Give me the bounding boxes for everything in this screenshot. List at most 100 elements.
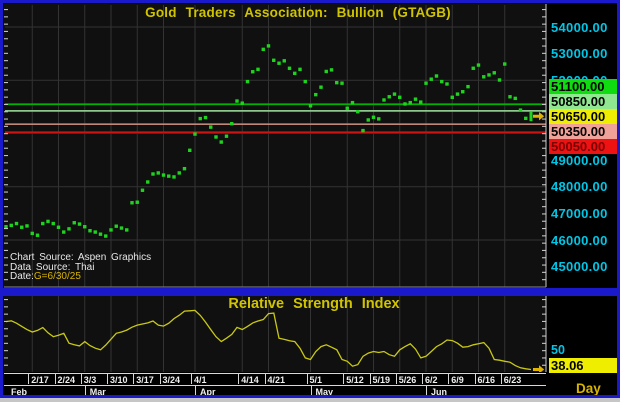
price-dot [25,224,29,228]
price-dot [114,224,118,228]
price-dot [277,61,281,65]
date-tick [264,373,266,384]
price-dot [303,79,307,84]
price-dot [524,116,528,121]
date-value: 6/30/25 [47,271,81,283]
date-tick [54,373,56,384]
price-dot [429,77,433,81]
price-dot [224,134,229,138]
date-tick [238,373,240,384]
price-dot [377,117,381,121]
last-value-arrow-icon [533,365,545,372]
date-tick [159,373,161,384]
price-dot [340,81,344,85]
month-label: Mar [89,386,106,397]
price-dot [387,95,391,99]
price-dot [503,62,507,66]
price-dot [497,78,502,82]
date-prefix: Date: [10,271,34,283]
rsi-line [5,309,532,371]
y-axis-label: 46000.00 [551,232,608,248]
price-dot [156,171,160,175]
month-tick [195,386,196,397]
month-label: May [315,386,334,397]
price-dot [135,200,139,204]
price-dot [167,174,171,178]
date-tick [28,373,30,384]
price-dot [83,225,87,229]
date-tick [133,373,135,384]
price-dot [366,118,370,122]
price-dot [35,233,40,237]
price-dot [14,221,19,226]
y-axis-label: 54000.00 [551,19,608,35]
price-dot [230,121,234,126]
source-info-block: Chart Source: Aspen Graphics Data Source… [10,253,151,282]
price-dot [319,85,323,89]
price-dot [356,109,360,114]
date-tick [395,373,397,384]
date-tick-label: 5/26 [398,374,417,385]
price-dot [371,115,376,119]
month-label: Apr [200,386,216,397]
price-dot [104,234,108,238]
date-tick-label: 6/16 [477,374,496,385]
price-dot [282,59,286,63]
rsi-level-50-label: 50 [551,343,565,357]
month-label: Jun [431,386,448,397]
cursor-readout: G= [33,271,48,283]
price-dot [308,104,313,108]
price-dot [382,98,386,102]
price-dot [361,128,365,133]
interval-label[interactable]: Day [576,381,601,396]
price-dot [62,230,66,234]
price-dot [151,172,155,176]
y-axis-label: 49000.00 [551,152,608,168]
price-chart-canvas[interactable] [4,4,548,289]
price-dot [77,222,82,226]
y-axis-label: 48000.00 [551,179,608,195]
price-dot [314,92,318,97]
price-dot [513,96,517,101]
price-dot [182,166,187,171]
pane-separator [0,288,620,296]
price-dot [508,95,512,99]
price-dot [161,173,166,177]
price-dot [482,75,486,79]
y-axis-label-badge: 50850.00 [549,93,618,109]
rsi-chart-title: Relative Strength Index [228,296,400,312]
price-dot [20,225,24,229]
price-dot [219,140,223,144]
price-dot [440,79,444,84]
date-tick-label: 3/10 [110,374,128,385]
y-axis-label-badge: 50650.00 [549,108,618,124]
price-dot [235,99,239,103]
date-line: Date:G=6/30/25 [10,272,151,282]
price-dot [9,223,13,228]
last-price-bar [529,111,533,122]
price-dot [345,106,349,110]
price-dot [492,71,496,75]
price-dot [471,66,475,70]
price-dot [240,101,244,105]
price-dot [408,100,412,105]
price-dot [67,227,71,231]
price-dot [188,148,192,153]
price-dot [251,70,255,74]
date-tick-label: 4/21 [267,374,286,385]
price-dot [403,102,407,106]
rsi-chart-canvas[interactable] [4,296,548,372]
price-dot [41,221,45,226]
price-dot [266,44,271,48]
price-dot [140,188,145,192]
price-dot [193,132,197,136]
price-dot [335,80,339,85]
price-dot [487,73,491,77]
y-axis-label-badge: 50350.00 [549,123,618,139]
axis-rule [4,373,546,374]
date-tick-label: 5/19 [372,374,391,385]
price-dot [119,226,124,230]
month-label: Feb [11,386,28,397]
price-dot [245,79,250,84]
